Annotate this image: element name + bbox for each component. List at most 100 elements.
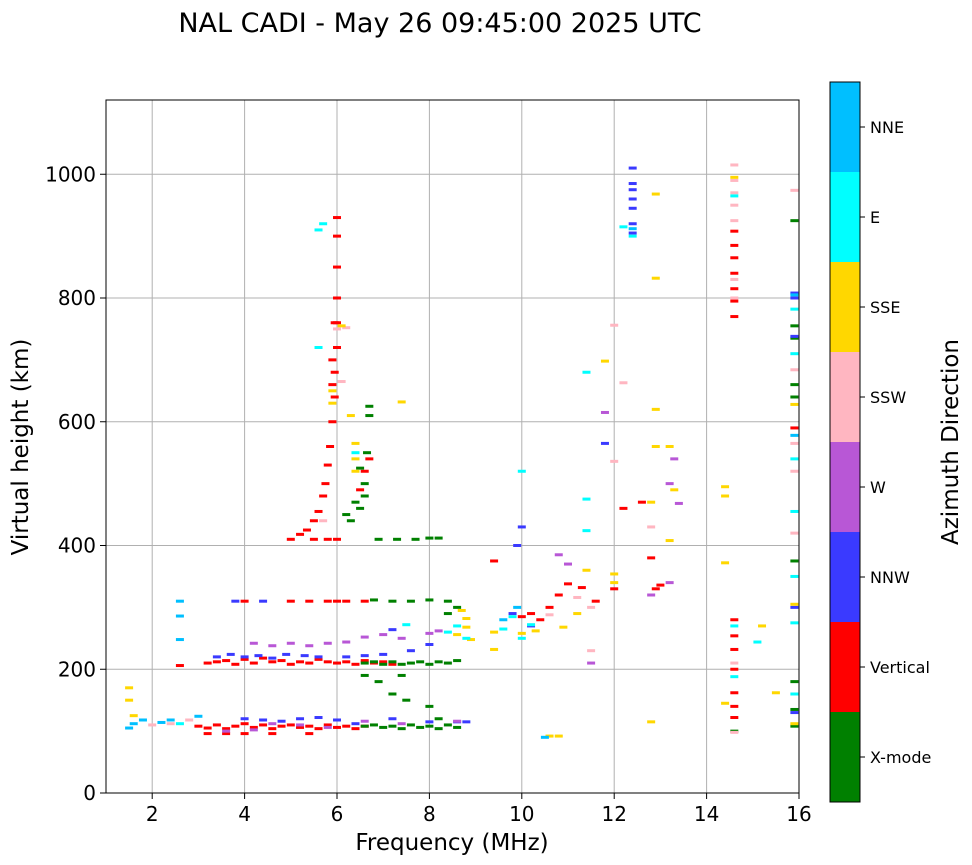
data-point <box>360 599 369 603</box>
data-point <box>790 509 799 513</box>
data-point <box>166 718 175 722</box>
data-point <box>425 643 434 646</box>
data-point <box>651 407 660 411</box>
data-point <box>388 660 397 664</box>
data-point <box>651 192 660 196</box>
data-point <box>379 660 388 664</box>
data-point <box>360 635 369 639</box>
data-point <box>490 559 499 563</box>
data-point <box>600 441 609 445</box>
data-point <box>175 638 184 642</box>
data-point <box>554 734 563 738</box>
y-tick-label: 200 <box>58 657 96 681</box>
data-point <box>674 501 683 505</box>
data-point <box>194 714 203 718</box>
data-point <box>328 358 337 362</box>
data-point <box>388 628 397 632</box>
data-point <box>240 732 249 736</box>
data-point <box>222 729 231 733</box>
data-point <box>351 469 360 473</box>
data-point <box>321 482 330 486</box>
data-point <box>360 661 369 665</box>
data-point <box>499 627 508 631</box>
colorbar-frame <box>829 81 861 803</box>
data-point <box>328 383 337 387</box>
x-tick-label: 6 <box>331 802 344 826</box>
data-point <box>314 228 323 232</box>
data-point <box>138 718 147 722</box>
data-point <box>268 732 277 736</box>
data-point <box>730 175 739 179</box>
data-point <box>517 615 526 619</box>
data-point <box>730 296 739 300</box>
data-point <box>323 537 332 541</box>
data-point <box>351 722 360 726</box>
data-point <box>453 719 462 723</box>
data-point <box>388 717 397 721</box>
data-point <box>397 722 406 726</box>
data-point <box>360 673 369 677</box>
data-point <box>286 537 295 541</box>
data-point <box>508 612 517 616</box>
data-point <box>462 720 471 724</box>
data-point <box>790 296 799 300</box>
data-point <box>268 727 277 731</box>
series-vertical <box>175 216 799 736</box>
colorbar-segment <box>830 262 860 352</box>
y-tick-label: 800 <box>58 286 96 310</box>
data-point <box>231 724 240 728</box>
x-axis-ticks: 2 4 6 8 10 12 14 16 <box>146 793 812 826</box>
data-point <box>610 587 619 591</box>
data-point <box>365 414 374 418</box>
data-point <box>296 532 305 536</box>
data-point <box>573 612 582 616</box>
data-point <box>296 725 305 729</box>
data-point <box>730 730 739 734</box>
data-point <box>610 459 619 463</box>
data-point <box>406 599 415 603</box>
data-point <box>628 197 637 201</box>
data-point <box>730 178 739 182</box>
data-point <box>600 359 609 363</box>
data-point <box>647 593 656 597</box>
data-point <box>302 528 311 532</box>
data-point <box>490 647 499 651</box>
data-point <box>790 441 799 445</box>
data-point <box>730 277 739 281</box>
data-point <box>388 692 397 696</box>
data-point <box>651 276 660 280</box>
data-point <box>499 618 508 622</box>
data-point <box>554 593 563 597</box>
data-point <box>628 234 637 238</box>
data-point <box>425 662 434 666</box>
data-point <box>587 605 596 609</box>
data-point <box>545 734 554 738</box>
series-nnw <box>212 166 799 726</box>
data-point <box>628 227 637 231</box>
colorbar-label: Azimuth Direction <box>938 339 964 545</box>
data-point <box>319 519 328 523</box>
data-point <box>790 457 799 461</box>
data-point <box>730 315 739 319</box>
data-point <box>323 641 332 645</box>
data-point <box>425 720 434 724</box>
data-point <box>665 482 674 486</box>
data-point <box>268 656 277 660</box>
data-point <box>790 324 799 328</box>
data-point <box>628 188 637 192</box>
data-point <box>790 334 799 338</box>
data-point <box>730 243 739 247</box>
x-tick-label: 4 <box>238 802 251 826</box>
series-ssw <box>148 163 799 734</box>
data-point <box>369 660 378 664</box>
data-point <box>554 553 563 557</box>
data-point <box>416 660 425 664</box>
data-point <box>647 720 656 724</box>
data-point <box>333 599 341 603</box>
data-point <box>610 572 619 576</box>
data-point <box>730 299 739 303</box>
y-tick-label: 600 <box>58 410 96 434</box>
data-point <box>453 659 462 663</box>
y-axis-label: Virtual height (km) <box>8 339 34 556</box>
